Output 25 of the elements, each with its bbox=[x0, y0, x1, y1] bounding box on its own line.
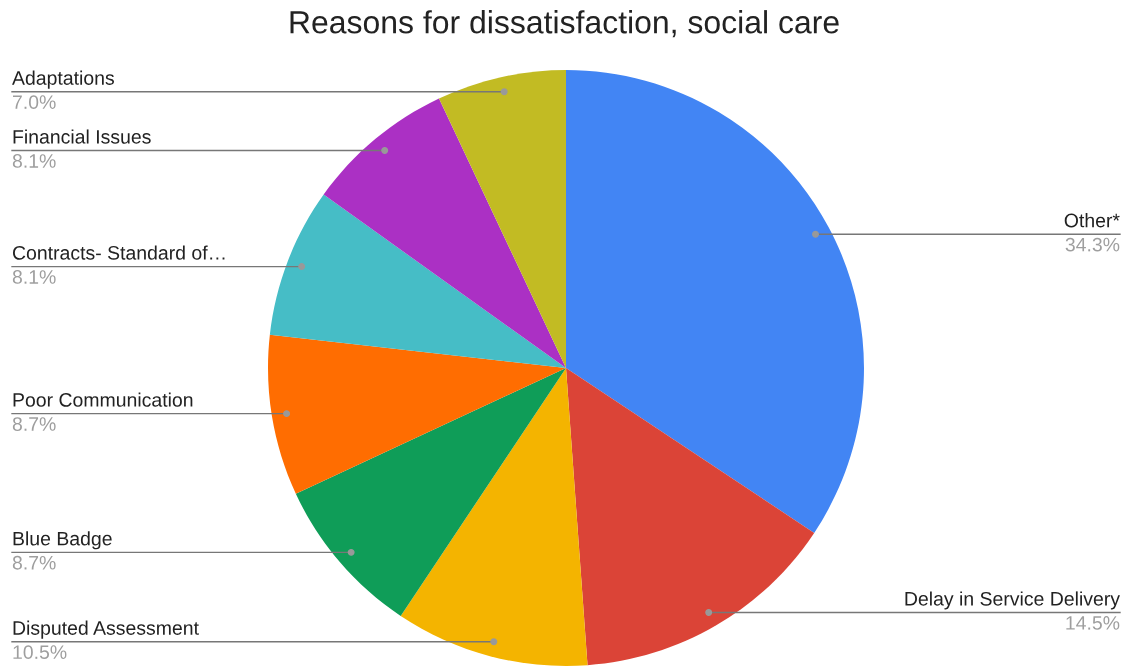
pie-slice bbox=[269, 194, 566, 368]
data-label: 7.0% bbox=[13, 95, 56, 110]
pie-slice bbox=[323, 98, 566, 368]
pie-slice bbox=[268, 334, 566, 494]
slice-label: Financial Issues bbox=[13, 129, 151, 144]
data-label: 10.5% bbox=[13, 645, 67, 660]
chart-title: Reasons for dissatisfaction, social care bbox=[290, 10, 839, 38]
data-label: 8.7% bbox=[12, 555, 56, 570]
data-label: 34.3% bbox=[1065, 237, 1120, 252]
pie-slice bbox=[295, 368, 566, 616]
slice-label: Disputed Assessment bbox=[13, 620, 199, 639]
data-label: 8.1% bbox=[12, 154, 56, 168]
slice-label: Other* bbox=[1064, 213, 1120, 228]
slice-label: Delay in Service Delivery bbox=[905, 591, 1120, 610]
slice-label: Blue Badge bbox=[13, 531, 112, 550]
data-label: 8.1% bbox=[12, 270, 56, 284]
pie-slice bbox=[400, 368, 588, 666]
data-label: 8.7% bbox=[12, 417, 56, 431]
pie-slice bbox=[566, 368, 815, 666]
slice-label: Adaptations bbox=[12, 70, 114, 89]
pie-slice bbox=[566, 70, 864, 533]
slice-label: Contracts- Standard of… bbox=[12, 245, 225, 260]
slice-label: Poor Communication bbox=[13, 392, 193, 407]
pie-slice bbox=[439, 70, 566, 368]
data-label: 14.5% bbox=[1066, 616, 1120, 630]
